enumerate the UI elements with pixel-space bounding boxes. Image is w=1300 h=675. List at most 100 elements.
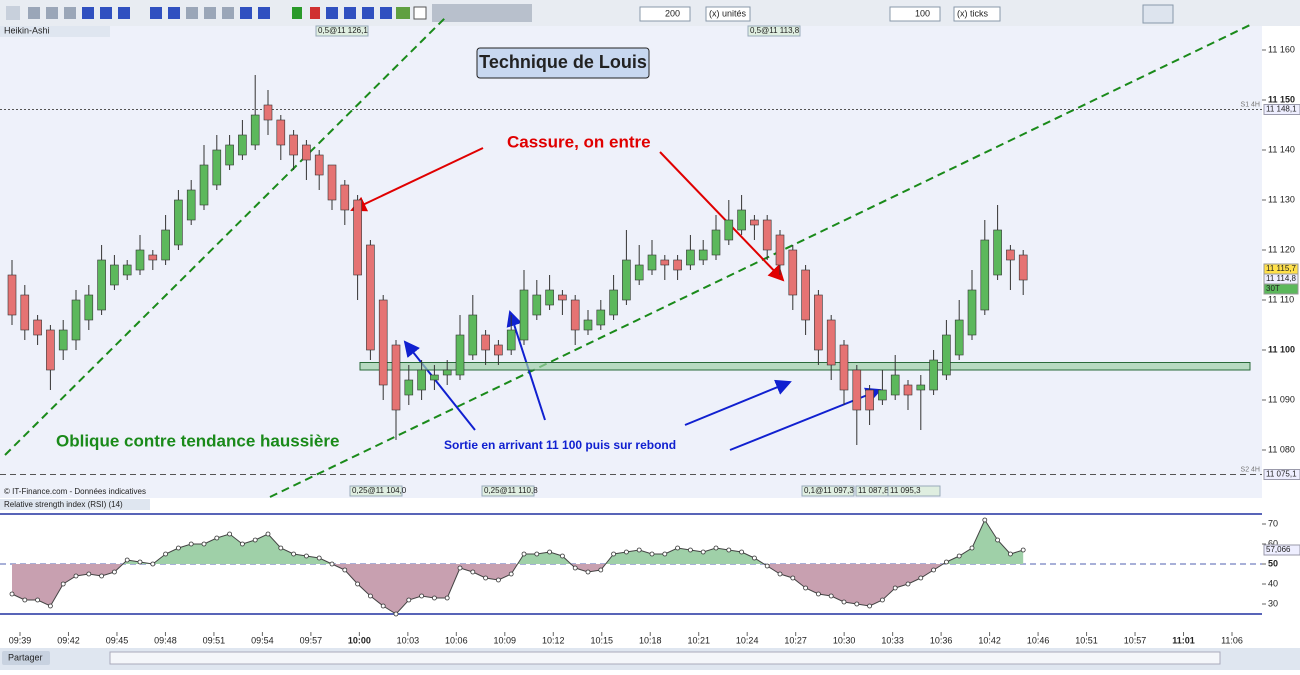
rsi-point — [598, 567, 604, 573]
x-tick-label: 11:01 — [1172, 635, 1195, 645]
y-tick-label: 11 160 — [1268, 44, 1295, 54]
candle-body — [558, 294, 567, 301]
x-tick-label: 11:06 — [1221, 635, 1243, 645]
rsi-point — [393, 611, 399, 617]
rsi-point — [303, 553, 309, 559]
candle-body — [826, 319, 836, 366]
candle-body — [788, 249, 798, 296]
candle-body — [7, 274, 17, 316]
candle-body — [468, 314, 478, 356]
candle-body — [174, 199, 183, 246]
x-tick-label: 09:57 — [300, 635, 323, 645]
candle-body — [724, 219, 734, 241]
rsi-point — [700, 549, 706, 555]
candle-body — [903, 384, 913, 396]
chart-title: Technique de Louis — [479, 52, 647, 72]
candle-body — [263, 104, 273, 121]
order-tag — [349, 485, 403, 497]
order-label: 0,5@11 126,1 — [318, 26, 368, 35]
rsi-point — [816, 591, 821, 597]
candle-body — [199, 164, 209, 206]
candle-body — [110, 264, 119, 286]
support-zone — [359, 362, 1251, 371]
rsi-point — [137, 559, 143, 565]
rsi-point — [854, 601, 860, 607]
rsi-point — [239, 541, 245, 547]
rsi-point — [560, 553, 565, 559]
candle-body — [276, 119, 286, 146]
candle-body — [801, 269, 810, 321]
candle-body — [404, 379, 414, 396]
order-tag — [315, 25, 369, 37]
x-tick-label: 10:42 — [978, 635, 1001, 645]
rsi-point — [252, 537, 258, 543]
price-label: 11 114,8 — [1266, 274, 1297, 283]
candle-body — [634, 264, 644, 281]
units-value: 200 — [665, 8, 680, 18]
candle-body — [148, 254, 158, 261]
rsi-point — [35, 597, 40, 603]
rsi-point — [572, 565, 578, 571]
rsi-point — [163, 551, 169, 557]
rsi-point — [1008, 551, 1013, 557]
x-tick-label: 10:06 — [445, 635, 468, 645]
candle-body — [570, 299, 580, 331]
rsi-point — [828, 593, 834, 599]
candle-body — [1018, 254, 1028, 281]
x-tick-label: 10:12 — [542, 635, 565, 645]
rsi-point — [406, 597, 412, 603]
chart-type-button[interactable] — [1142, 4, 1174, 24]
rsi-point — [431, 595, 437, 601]
candle-body — [942, 334, 951, 376]
price-axis — [1262, 26, 1300, 636]
candle-body — [545, 289, 554, 306]
rsi-point — [9, 591, 15, 597]
price-panel — [0, 26, 1262, 498]
rsi-point — [995, 537, 1000, 543]
candle-body — [762, 219, 772, 251]
rsi-point — [982, 517, 988, 523]
candle-body — [97, 259, 106, 311]
rsi-point — [688, 547, 693, 553]
candle-body — [660, 259, 670, 266]
level-label: 11 148,1 — [1266, 105, 1297, 114]
share-button[interactable] — [2, 651, 50, 665]
rsi-point — [150, 561, 156, 567]
rsi-point — [803, 585, 808, 591]
candle-body — [711, 229, 721, 256]
candle-body — [455, 334, 465, 376]
rsi-name: Relative strength index (RSI) (14) — [4, 500, 123, 509]
candle-body — [46, 329, 55, 371]
rsi-tick-label: 50 — [1268, 558, 1278, 568]
scrollbar[interactable] — [109, 651, 1221, 665]
rsi-point — [227, 531, 233, 537]
y-tick-label: 11 080 — [1268, 444, 1295, 454]
rsi-area-down — [12, 564, 1024, 614]
candle-body — [814, 294, 823, 351]
rsi-point — [867, 603, 872, 609]
x-tick-label: 10:27 — [784, 635, 807, 645]
order-label: 0,1@11 097,3 — [804, 486, 854, 495]
units-select[interactable] — [705, 6, 751, 22]
annotation: Oblique contre tendance haussière — [56, 431, 339, 450]
rsi-point — [624, 549, 629, 555]
x-tick-label: 10:51 — [1075, 635, 1098, 645]
rsi-point — [419, 593, 425, 599]
ticks-input[interactable] — [889, 6, 941, 22]
candle-body — [583, 319, 593, 331]
price-tag — [1263, 283, 1299, 295]
order-label: 0,5@11 113,8 — [750, 26, 800, 35]
rsi-point — [48, 603, 53, 609]
rsi-point — [918, 575, 924, 581]
ticks-select[interactable] — [953, 6, 1001, 22]
candle-body — [33, 319, 42, 336]
series-tag — [0, 26, 110, 37]
x-tick-label: 10:57 — [1124, 635, 1147, 645]
candle-body — [442, 369, 452, 376]
order-tag — [747, 25, 801, 37]
units-label: (x) unités — [709, 8, 747, 18]
x-tick-label: 10:36 — [930, 635, 953, 645]
share-label: Partager — [8, 652, 43, 662]
units-input[interactable] — [639, 6, 691, 22]
annotation: Sortie en arrivant 11 100 puis sur rebon… — [444, 438, 676, 452]
